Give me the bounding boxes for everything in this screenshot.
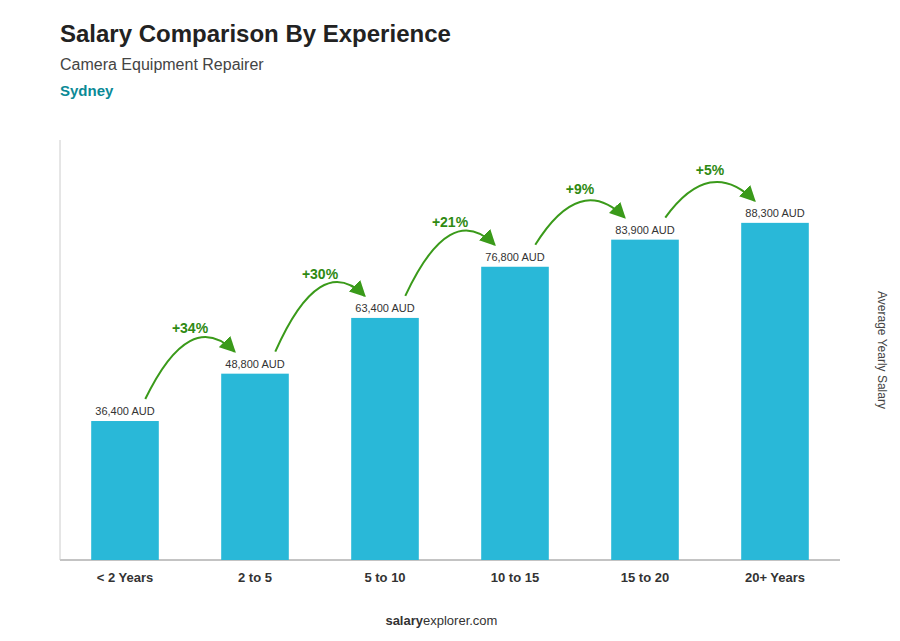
data-label: 88,300 AUD: [745, 207, 804, 219]
y-axis-label: Average Yearly Salary: [875, 291, 889, 409]
x-tick-label: < 2 Years: [97, 570, 154, 585]
change-arrow: [665, 182, 754, 218]
change-label: +5%: [696, 162, 725, 178]
title: Salary Comparison By Experience: [60, 20, 451, 47]
x-axis: [60, 560, 840, 561]
change-arrow: [275, 282, 364, 352]
x-tick-label: 20+ Years: [745, 570, 805, 585]
data-label: 36,400 AUD: [95, 405, 154, 417]
change-arrow: [535, 200, 624, 244]
change-label: +34%: [172, 320, 209, 336]
city: Sydney: [60, 82, 114, 99]
bar: [611, 240, 679, 560]
change-arrow: [145, 337, 234, 399]
data-label: 83,900 AUD: [615, 224, 674, 236]
y-axis: [60, 140, 61, 560]
change-arrow: [405, 230, 494, 296]
data-label: 63,400 AUD: [355, 302, 414, 314]
bars: [91, 223, 809, 560]
x-tick-label: 15 to 20: [621, 570, 669, 585]
chart: Salary Comparison By Experience Camera Eq…: [0, 0, 900, 641]
change-label: +21%: [432, 214, 469, 230]
x-tick-label: 5 to 10: [364, 570, 405, 585]
data-label: 48,800 AUD: [225, 358, 284, 370]
bar: [91, 421, 159, 560]
bar: [221, 374, 289, 560]
subtitle: Camera Equipment Repairer: [60, 56, 264, 73]
bar: [481, 267, 549, 560]
footer: explorer.com: [423, 613, 497, 628]
bar: [741, 223, 809, 560]
x-tick-label: 2 to 5: [238, 570, 272, 585]
change-label: +30%: [302, 266, 339, 282]
bar: [351, 318, 419, 560]
footer: salary: [385, 613, 423, 628]
change-label: +9%: [566, 181, 595, 197]
x-tick-label: 10 to 15: [491, 570, 539, 585]
data-label: 76,800 AUD: [485, 251, 544, 263]
